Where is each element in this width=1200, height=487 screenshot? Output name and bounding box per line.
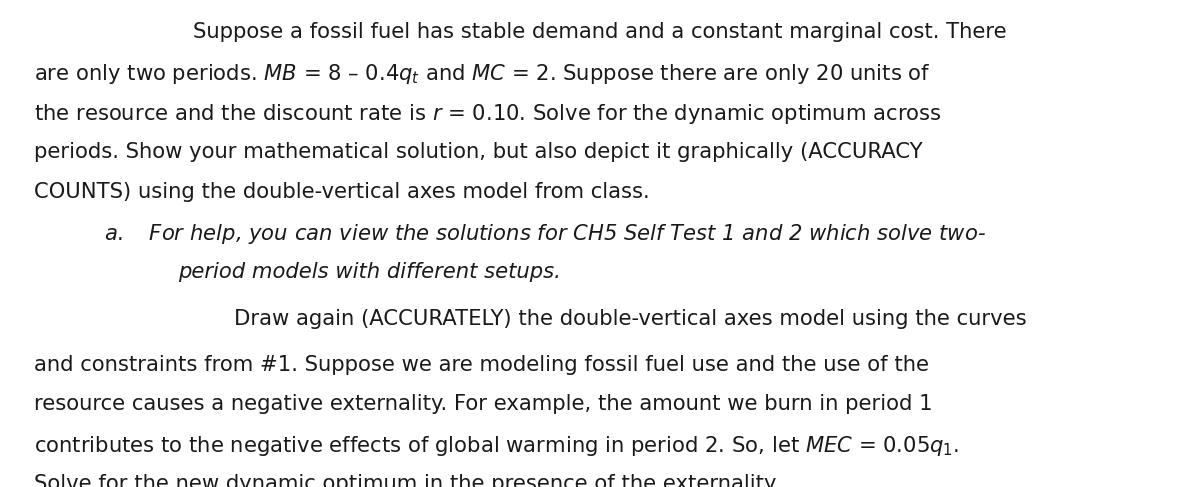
Text: are only two periods. $\mathit{MB}$ = 8 – 0.4$\mathit{q}_t$ and $\mathit{MC}$ = : are only two periods. $\mathit{MB}$ = 8 … [34,62,930,86]
Text: periods. Show your mathematical solution, but also depict it graphically (ACCURA: periods. Show your mathematical solution… [34,142,923,162]
Text: Draw again (ACCURATELY) the double-vertical axes model using the curves: Draw again (ACCURATELY) the double-verti… [234,309,1027,329]
Text: and constraints from #1. Suppose we are modeling fossil fuel use and the use of : and constraints from #1. Suppose we are … [34,355,929,375]
Text: the resource and the discount rate is $\mathit{r}$ = 0.10. Solve for the dynamic: the resource and the discount rate is $\… [34,102,942,126]
Text: $\mathit{a.}$  For help, you can view the solutions for CH5 Self Test 1 and 2 wh: $\mathit{a.}$ For help, you can view the… [104,222,986,245]
Text: resource causes a negative externality. For example, the amount we burn in perio: resource causes a negative externality. … [34,394,932,414]
Text: Suppose a fossil fuel has stable demand and a constant marginal cost. There: Suppose a fossil fuel has stable demand … [193,22,1007,42]
Text: period models with different setups.: period models with different setups. [178,262,560,281]
Text: contributes to the negative effects of global warming in period 2. So, let $\mat: contributes to the negative effects of g… [34,434,959,458]
Text: COUNTS) using the double-vertical axes model from class.: COUNTS) using the double-vertical axes m… [34,182,649,202]
Text: Solve for the new dynamic optimum in the presence of the externality.: Solve for the new dynamic optimum in the… [34,474,780,487]
